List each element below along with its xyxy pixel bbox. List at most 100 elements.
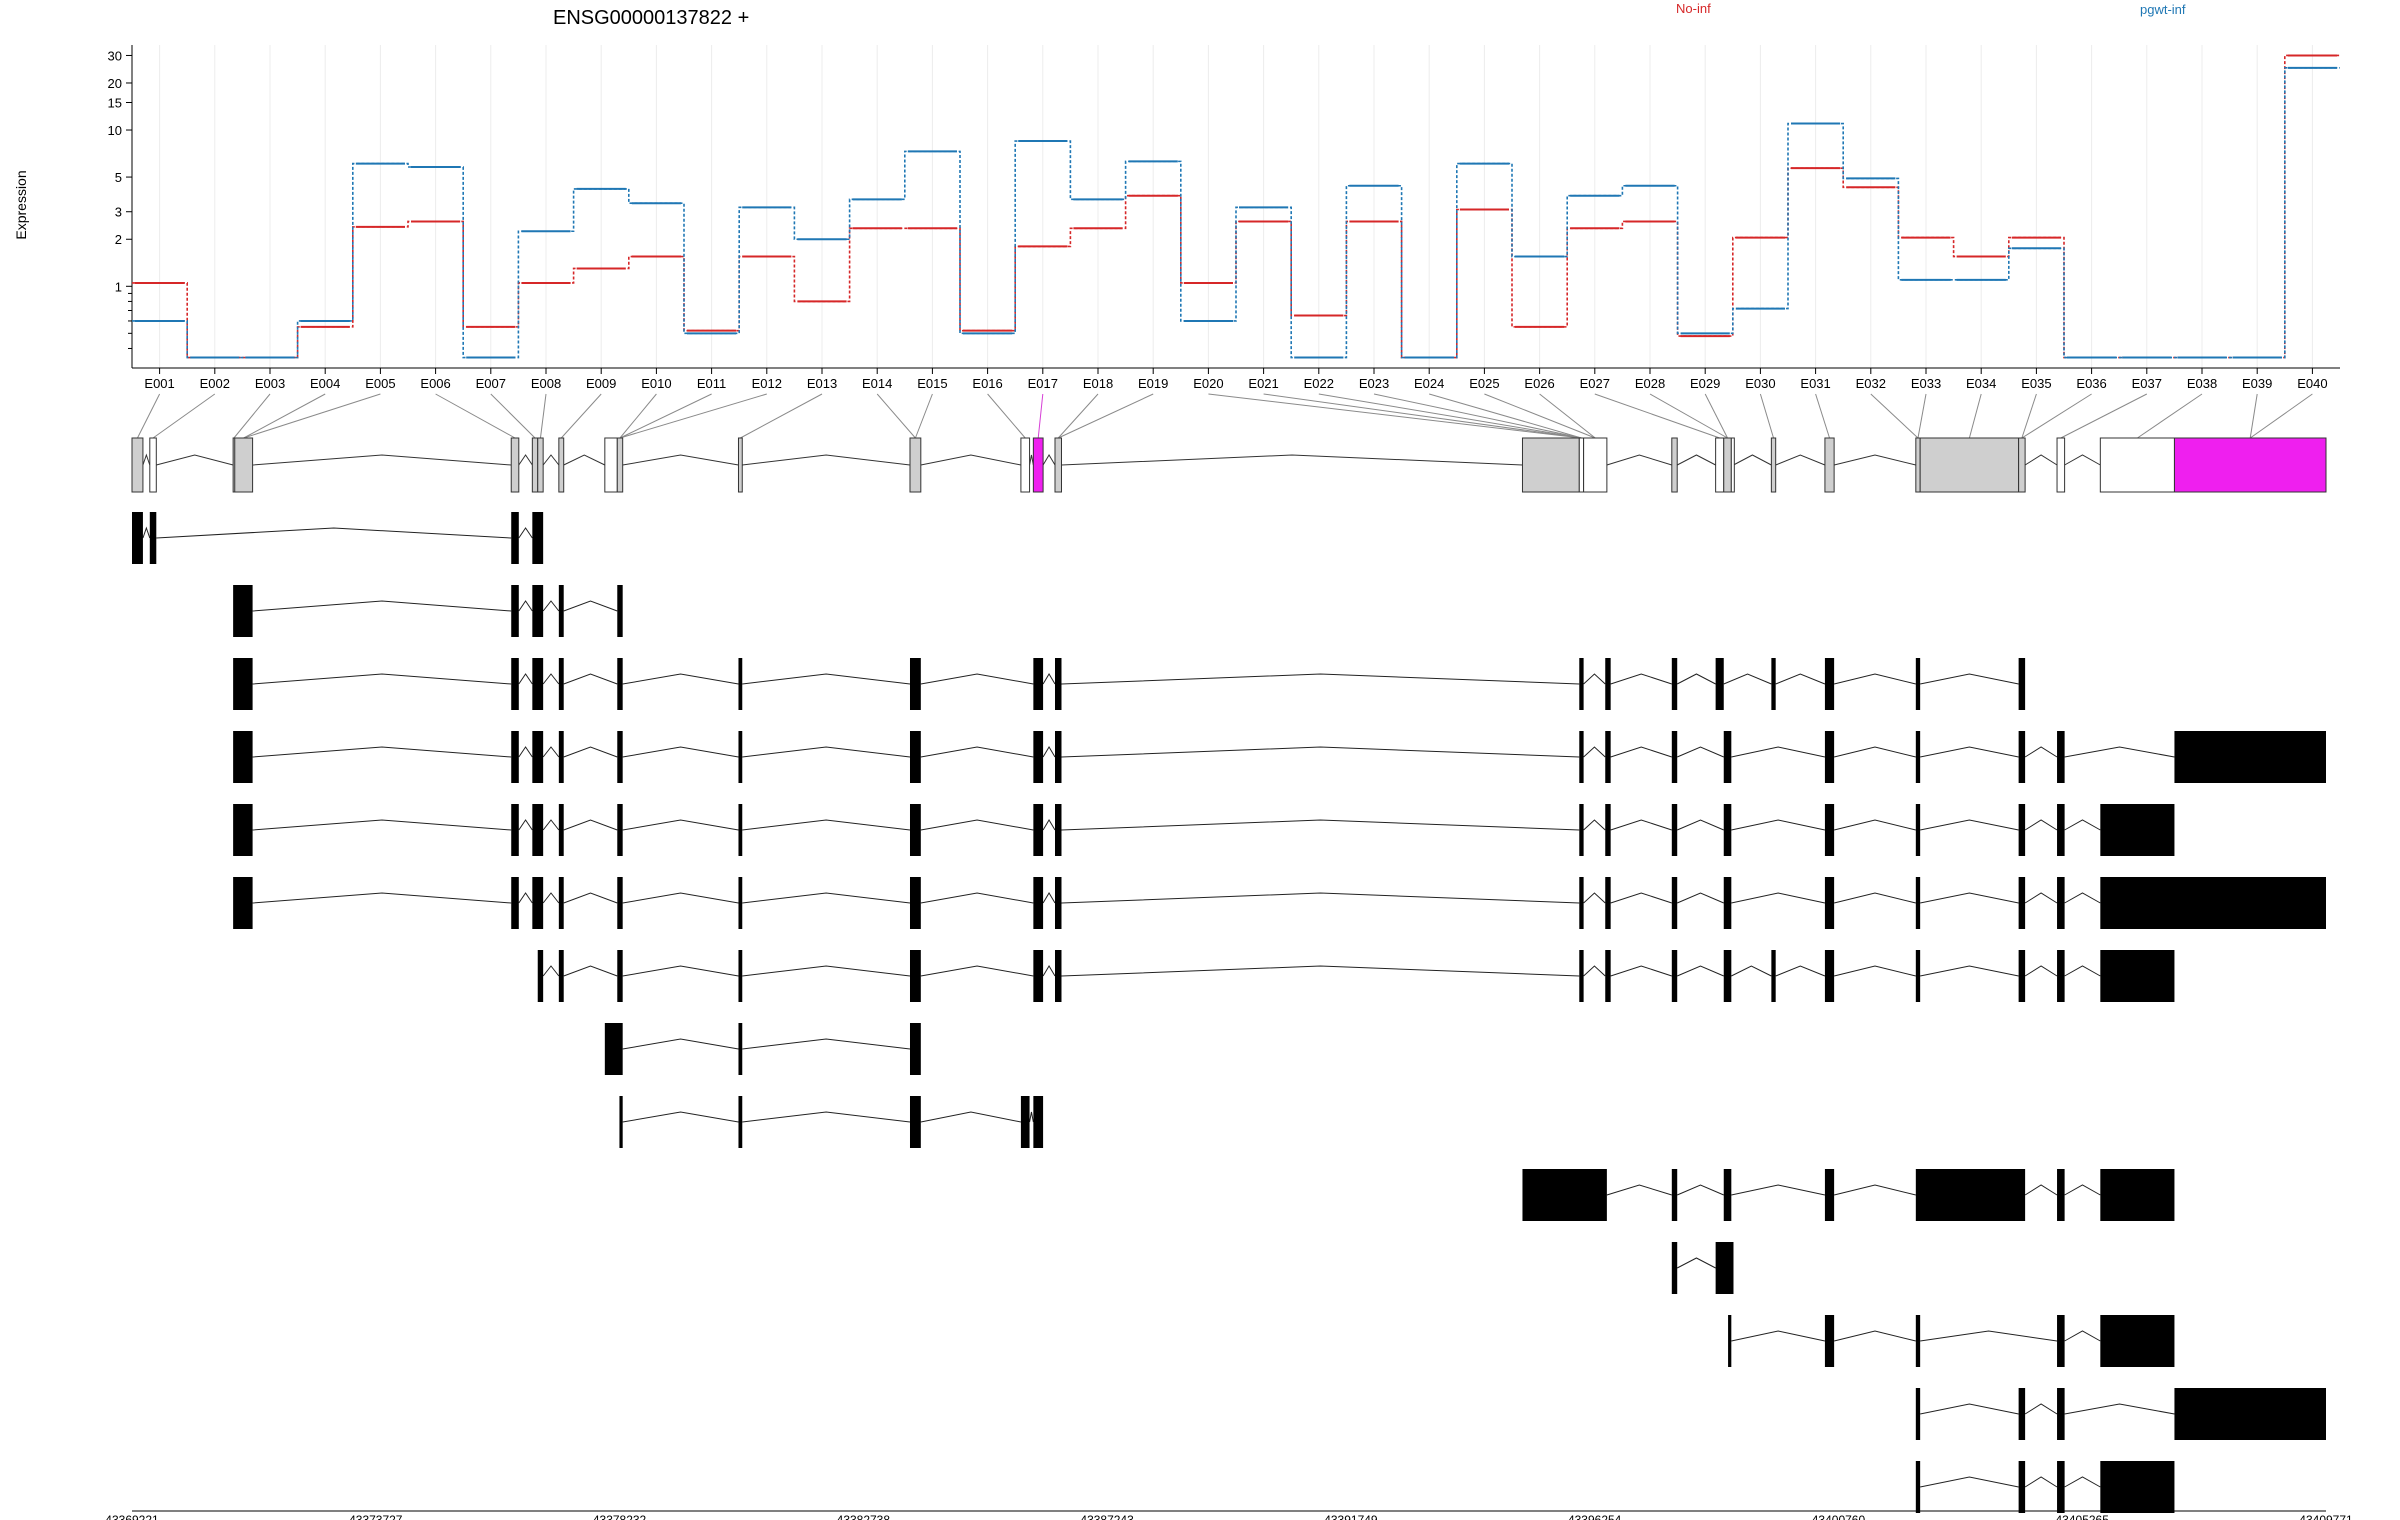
transcript-intron xyxy=(622,965,739,977)
transcript-intron xyxy=(1042,673,1056,685)
x-tick-label: E034 xyxy=(1966,376,1996,391)
genomic-tick-label: 43373727 xyxy=(349,1513,403,1520)
transcript-intron xyxy=(142,526,151,539)
bin-exon-link xyxy=(137,393,161,439)
bin-exon-link xyxy=(1057,393,1099,439)
transcript-intron xyxy=(742,1111,911,1123)
transcript-exon xyxy=(511,512,519,564)
transcript-exon xyxy=(2100,1169,2175,1221)
genomic-tick-label: 43387243 xyxy=(1080,1513,1134,1520)
transcript-intron xyxy=(1583,819,1606,831)
exon-bin-box xyxy=(1770,437,1777,493)
transcript-exon xyxy=(2018,804,2026,856)
transcript-intron xyxy=(518,600,533,612)
transcript-exon xyxy=(532,585,544,637)
transcript-exon xyxy=(1579,877,1584,929)
transcript-intron xyxy=(622,819,739,831)
transcript-intron xyxy=(1029,1111,1034,1123)
genomic-tick-label: 43396254 xyxy=(1568,1513,1622,1520)
transcript-exon xyxy=(1605,731,1611,783)
x-tick-label: E020 xyxy=(1193,376,1223,391)
transcript-intron xyxy=(1834,1184,1916,1196)
transcript-intron xyxy=(1920,965,2019,977)
transcript-intron xyxy=(1920,1330,2058,1342)
transcript-intron xyxy=(542,965,560,977)
exon-bin-box xyxy=(616,437,624,493)
transcript-exon xyxy=(909,804,921,856)
transcript-exon xyxy=(1522,1169,1607,1221)
transcript-exon xyxy=(1605,950,1611,1002)
transcript-intron xyxy=(1061,965,1580,977)
transcript-exon xyxy=(532,658,544,710)
transcript-exon xyxy=(1915,1315,1921,1367)
transcript-intron xyxy=(1583,965,1606,977)
transcript-intron xyxy=(622,1111,739,1123)
transcript-intron xyxy=(1042,965,1056,977)
intron-line xyxy=(563,454,606,466)
transcript-exon xyxy=(532,731,544,783)
transcript-exon xyxy=(2174,1388,2326,1440)
y-tick-label: 2 xyxy=(115,232,122,247)
exon-bin-box xyxy=(1671,437,1678,493)
intron-line xyxy=(2024,454,2058,466)
x-tick-label: E008 xyxy=(531,376,561,391)
x-tick-label: E014 xyxy=(862,376,892,391)
transcript-exon xyxy=(1033,731,1044,783)
transcript-intron xyxy=(2064,1330,2101,1342)
intron-line xyxy=(156,454,234,466)
transcript-exon xyxy=(1020,1096,1030,1148)
transcript-tracks xyxy=(132,512,2326,1513)
transcript-exon xyxy=(1728,1315,1732,1367)
transcript-exon xyxy=(558,731,564,783)
y-axis-label: Expression xyxy=(13,170,29,239)
exon-bin-box xyxy=(537,437,544,493)
transcript-intron xyxy=(156,527,512,539)
transcript-exon xyxy=(909,950,921,1002)
intron-line xyxy=(1733,454,1772,466)
transcript-exon xyxy=(738,1096,743,1148)
transcript-exon xyxy=(2100,950,2175,1002)
exon-bin-box xyxy=(737,437,743,493)
transcript-intron xyxy=(518,746,533,758)
transcript-exon xyxy=(1915,1169,2026,1221)
intron-line xyxy=(1029,454,1034,466)
exon-bin-box xyxy=(1723,437,1732,493)
gene-model xyxy=(131,393,2327,493)
transcript-intron xyxy=(1042,819,1056,831)
x-tick-label: E039 xyxy=(2242,376,2272,391)
transcript-intron xyxy=(920,746,1034,758)
legend-entry-series-2: pgwt-inf xyxy=(2140,2,2186,17)
genomic-tick-label: 43391749 xyxy=(1324,1513,1378,1520)
transcript-exon xyxy=(1054,731,1062,783)
genomic-tick-label: 43409771 xyxy=(2299,1513,2353,1520)
transcript-exon xyxy=(619,1096,623,1148)
transcript-intron xyxy=(252,746,512,758)
transcript-intron xyxy=(1610,892,1672,904)
transcript-intron xyxy=(1920,892,2019,904)
transcript-exon xyxy=(738,731,743,783)
bin-exon-link xyxy=(435,393,516,439)
transcript-intron xyxy=(1920,1403,2019,1415)
exon-bin-box xyxy=(1919,437,2020,493)
transcript-intron xyxy=(622,1038,739,1050)
transcript-exon xyxy=(2018,731,2026,783)
transcript-intron xyxy=(542,892,560,904)
x-tick-label: E035 xyxy=(2021,376,2051,391)
x-tick-label: E019 xyxy=(1138,376,1168,391)
transcript-intron xyxy=(1610,965,1672,977)
transcript-intron xyxy=(563,600,618,612)
transcript-intron xyxy=(1920,1476,2019,1488)
intron-line xyxy=(622,454,739,466)
exon-bin-box xyxy=(2173,437,2327,493)
transcript-exon xyxy=(909,1023,921,1075)
bin-exon-link xyxy=(619,393,712,439)
transcript-exon xyxy=(617,804,623,856)
bin-exon-link xyxy=(2249,393,2313,439)
transcript-exon xyxy=(909,658,921,710)
transcript-intron xyxy=(2064,1476,2101,1488)
transcript-intron xyxy=(1834,673,1916,685)
transcript-intron xyxy=(2064,746,2175,758)
transcript-intron xyxy=(563,965,618,977)
x-tick-label: E025 xyxy=(1469,376,1499,391)
